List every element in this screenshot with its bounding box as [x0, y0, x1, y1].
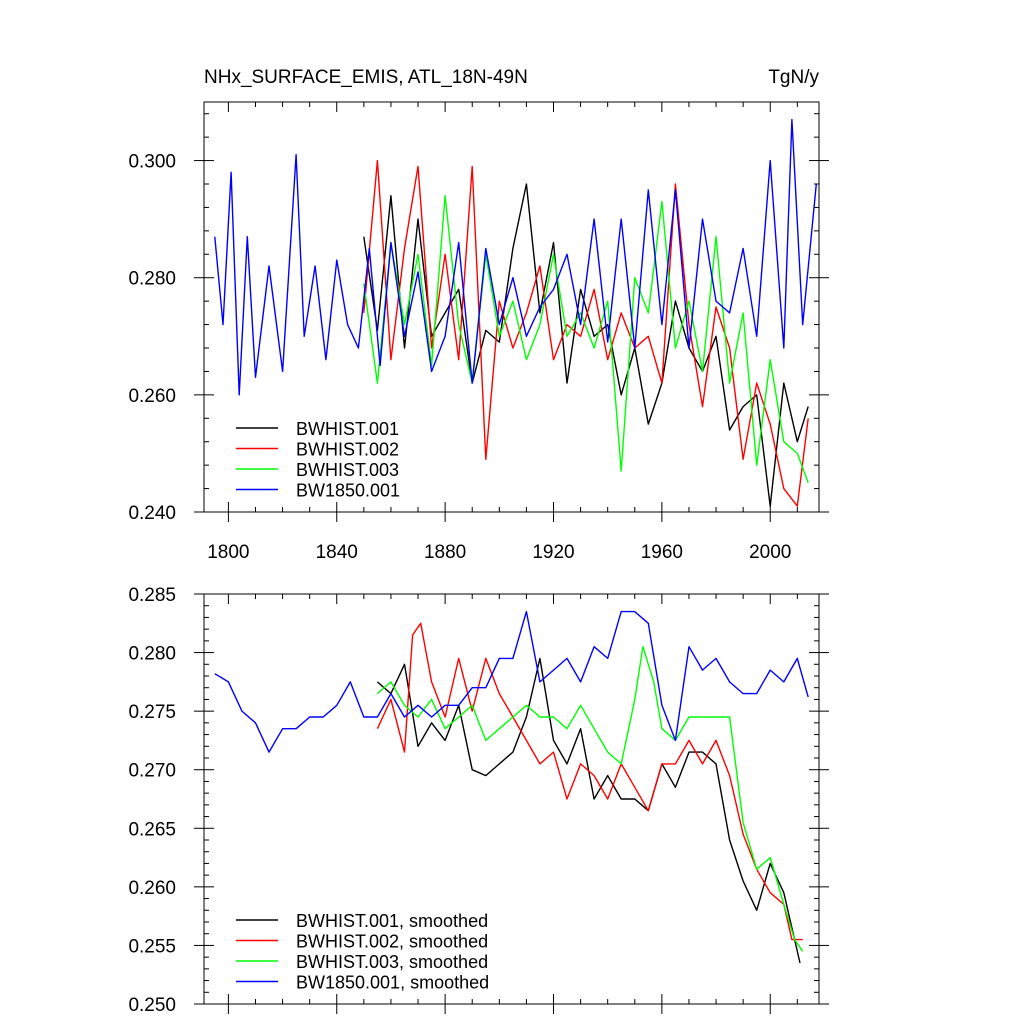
top-panel: 1800 1840 1880 1920 1960 2000 0.240 0.260 0.280 0… [128, 101, 829, 563]
legend-label: BW1850.001, smoothed [296, 973, 489, 993]
y-tick-label: 0.240 [128, 503, 176, 524]
series-line [214, 118, 817, 396]
legend-label: BWHIST.003, smoothed [296, 952, 488, 972]
chart-title: NHx_SURFACE_EMIS, ATL_18N-49N [204, 67, 528, 88]
series-line [363, 159, 809, 507]
series-line [376, 657, 801, 964]
y-tick-label: 0.250 [128, 995, 176, 1016]
y-tick-label: 0.280 [128, 269, 176, 290]
bottom-panel: 0.250 0.255 0.260 0.265 0.270 0.275 0.280 0.285… [128, 585, 829, 1016]
legend-label: BWHIST.003 [296, 460, 399, 480]
series-line [363, 183, 809, 507]
units-label: TgN/y [768, 67, 819, 88]
series-line [376, 646, 804, 952]
plot-frame [203, 101, 820, 513]
x-tick-label: 1800 [207, 542, 249, 563]
legend-label: BWHIST.002, smoothed [296, 932, 488, 952]
y-tick-label: 0.275 [128, 702, 176, 723]
legend-label: BWHIST.001 [296, 419, 399, 439]
legend-label: BWHIST.001, smoothed [296, 911, 488, 931]
y-tick-label: 0.265 [128, 819, 176, 840]
plot-frame [203, 593, 820, 1005]
y-tick-label: 0.260 [128, 386, 176, 407]
y-tick-label: 0.285 [128, 585, 176, 606]
legend-label: BWHIST.002 [296, 440, 399, 460]
x-tick-label: 1880 [424, 542, 466, 563]
series-line [214, 610, 809, 753]
y-tick-label: 0.260 [128, 878, 176, 899]
x-tick-label: 1960 [641, 542, 683, 563]
y-tick-label: 0.300 [128, 152, 176, 173]
legend-label: BW1850.001 [296, 481, 400, 501]
series-line [376, 622, 803, 941]
x-tick-label: 1920 [532, 542, 574, 563]
y-tick-label: 0.255 [128, 936, 176, 957]
y-tick-label: 0.280 [128, 644, 176, 665]
x-tick-label: 1840 [316, 542, 358, 563]
x-tick-label: 2000 [749, 542, 791, 563]
y-tick-label: 0.270 [128, 761, 176, 782]
series-line [363, 194, 809, 483]
